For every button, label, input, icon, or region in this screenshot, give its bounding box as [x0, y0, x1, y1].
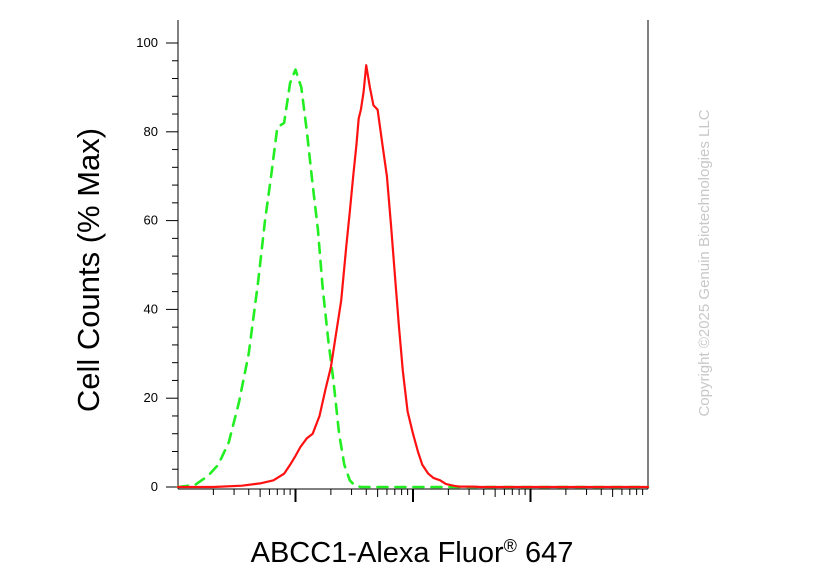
axis-ticks: 0 20 40 60 80 100 [136, 35, 644, 502]
x-axis-label-suffix: 647 [517, 537, 573, 569]
x-axis-label: ABCC1-Alexa Fluor® 647 [251, 536, 574, 569]
y-tick-label: 80 [144, 124, 158, 139]
y-tick-label: 20 [144, 390, 158, 405]
copyright-watermark: Copyright ©2025 Genuin Biotechnologies L… [696, 109, 713, 416]
x-axis-label-text: ABCC1-Alexa Fluor [251, 537, 504, 569]
x-axis-label-registered-mark: ® [504, 536, 517, 556]
abcc1-series-line [176, 64, 650, 489]
y-tick-label: 0 [151, 479, 158, 494]
series-layer [176, 64, 650, 489]
y-axis-label: Cell Counts (% Max) [71, 128, 106, 412]
y-tick-label: 40 [144, 301, 158, 316]
y-tick-label: 60 [144, 213, 158, 228]
axes [177, 20, 649, 490]
y-tick-label: 100 [136, 35, 158, 50]
isotype-control-series-line [176, 68, 650, 489]
